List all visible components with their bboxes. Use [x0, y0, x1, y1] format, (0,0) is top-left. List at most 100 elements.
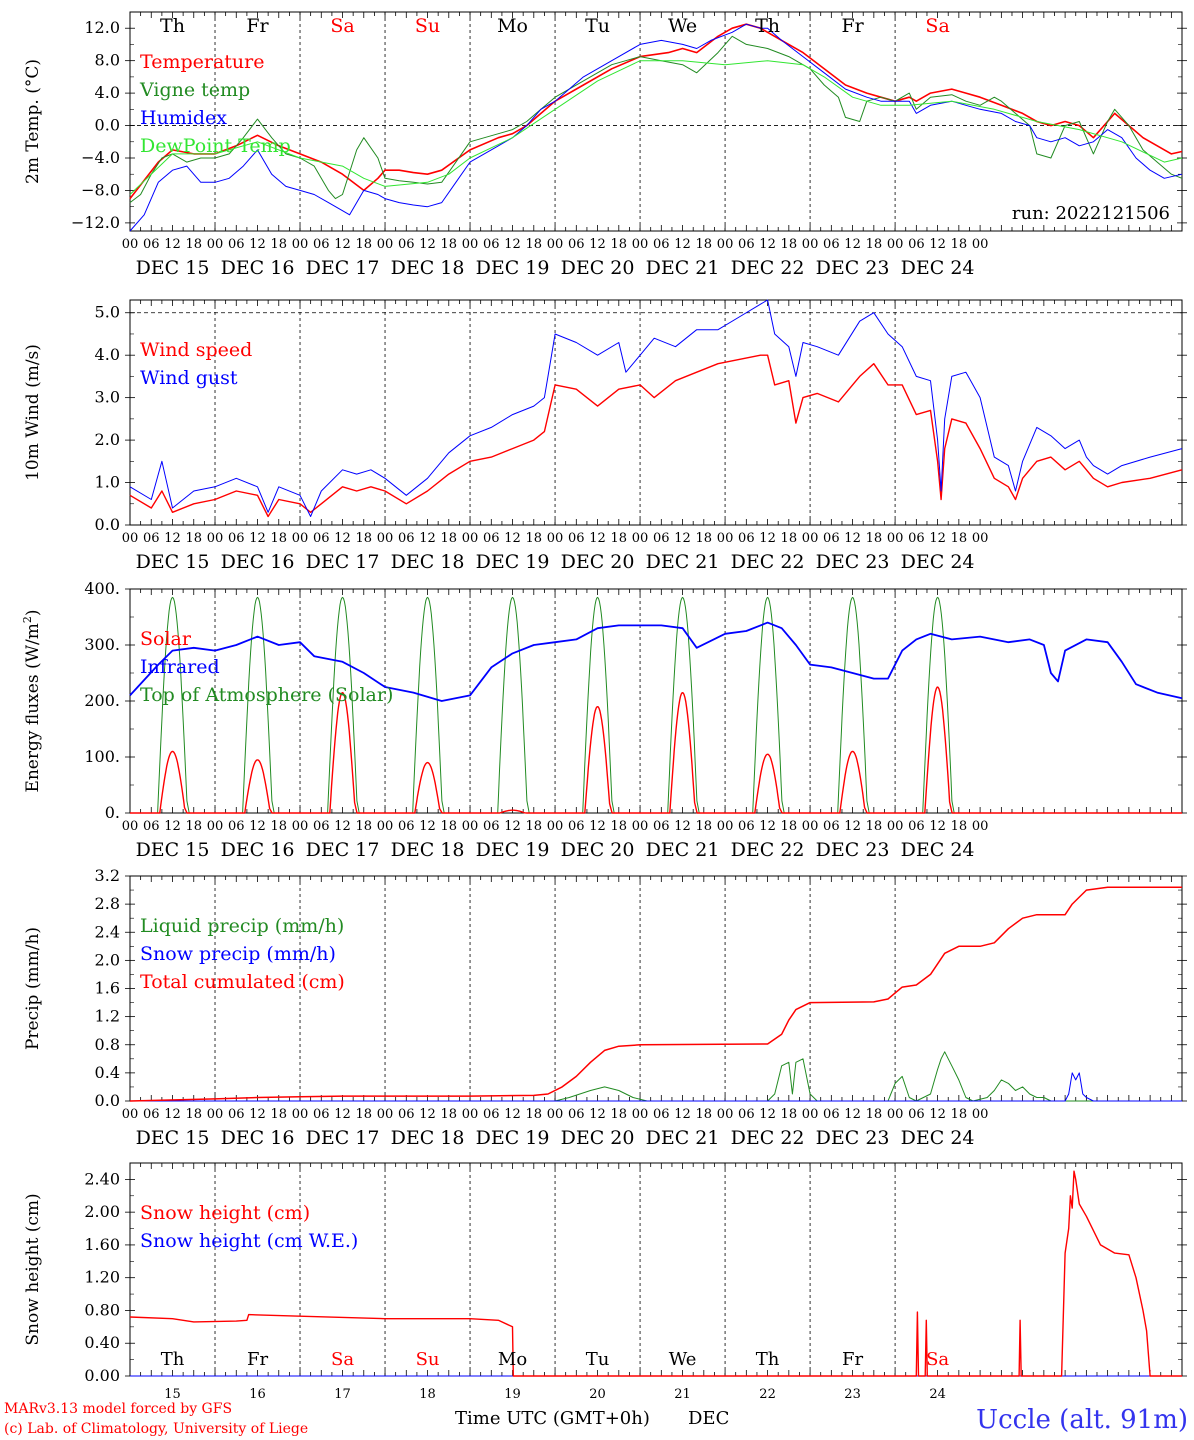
- hour-tick-label: 00: [887, 819, 904, 834]
- y-tick-label: 400.: [84, 579, 120, 598]
- hour-tick-label: 12: [249, 1107, 266, 1122]
- hour-tick-label: 06: [823, 531, 840, 546]
- hour-tick-label: 18: [611, 531, 628, 546]
- time-axis-label: Time UTC (GMT+0h): [455, 1408, 650, 1429]
- series-line: [129, 354, 1183, 518]
- hour-tick-label: 00: [207, 1107, 224, 1122]
- hour-tick-label: 06: [143, 1107, 160, 1122]
- hour-tick-label: 18: [696, 819, 713, 834]
- hour-tick-label: 12: [674, 819, 691, 834]
- hour-tick-label: 06: [738, 531, 755, 546]
- day-number-label: 17: [334, 1387, 351, 1402]
- y-tick-label: 5.0: [95, 303, 120, 322]
- hour-tick-label: 06: [568, 531, 585, 546]
- hour-tick-label: 18: [951, 819, 968, 834]
- weekday-label: Tu: [586, 1349, 610, 1370]
- hour-tick-label: 18: [696, 531, 713, 546]
- y-tick-label: −4.0: [81, 148, 120, 167]
- day-number-label: 20: [589, 1387, 606, 1402]
- hour-tick-label: 06: [908, 1107, 925, 1122]
- weekday-label: Th: [755, 15, 780, 37]
- hour-tick-label: 00: [802, 819, 819, 834]
- hour-tick-label: 12: [929, 531, 946, 546]
- hour-tick-label: 06: [568, 237, 585, 252]
- day-number-label: 18: [419, 1387, 436, 1402]
- legend-entry: Infrared: [140, 656, 220, 678]
- series-line: [129, 886, 1182, 1102]
- hour-tick-label: 12: [334, 1107, 351, 1122]
- legend-entry: Temperature: [140, 51, 264, 73]
- hour-tick-label: 18: [526, 819, 543, 834]
- hour-tick-label: 00: [207, 531, 224, 546]
- hour-tick-label: 18: [185, 819, 202, 834]
- hour-tick-label: 00: [717, 819, 734, 834]
- hour-tick-label: 06: [228, 819, 245, 834]
- y-axis-label: Precip (mm/h): [23, 927, 43, 1050]
- hour-tick-label: 00: [887, 237, 904, 252]
- weekday-label: Su: [415, 15, 440, 37]
- y-tick-label: 1.60: [84, 1235, 120, 1254]
- hour-tick-label: 06: [908, 819, 925, 834]
- y-tick-label: 1.6: [95, 979, 120, 998]
- date-label: DEC 15: [136, 551, 210, 573]
- series-line: [129, 35, 1183, 203]
- hour-tick-label: 18: [441, 531, 458, 546]
- date-label: DEC 24: [901, 839, 975, 861]
- series-line: [129, 299, 1183, 517]
- hour-tick-label: 18: [441, 1107, 458, 1122]
- hour-tick-label: 06: [313, 1107, 330, 1122]
- hour-tick-label: 06: [228, 531, 245, 546]
- hour-tick-label: 00: [462, 819, 479, 834]
- y-tick-label: −12.0: [71, 213, 120, 232]
- hour-tick-label: 18: [356, 531, 373, 546]
- legend-entry: Vigne temp: [139, 79, 250, 101]
- hour-tick-label: 06: [398, 819, 415, 834]
- hour-tick-label: 12: [589, 237, 606, 252]
- hour-tick-label: 18: [866, 1107, 883, 1122]
- y-tick-label: 100.: [84, 747, 120, 766]
- hour-tick-label: 00: [547, 1107, 564, 1122]
- legend-entry: Solar: [140, 628, 192, 650]
- hour-tick-label: 12: [334, 819, 351, 834]
- hour-tick-label: 00: [972, 819, 989, 834]
- hour-tick-label: 12: [929, 237, 946, 252]
- y-tick-label: 2.0: [95, 430, 120, 449]
- month-label: DEC: [688, 1408, 729, 1429]
- weekday-label: Sa: [926, 1349, 949, 1370]
- hour-tick-label: 06: [568, 1107, 585, 1122]
- legend-entry: Top of Atmosphere (Solar): [140, 684, 393, 706]
- series-line: [129, 1170, 1182, 1377]
- hour-tick-label: 06: [398, 237, 415, 252]
- weekday-label: Sa: [925, 15, 949, 37]
- hour-tick-label: 12: [164, 1107, 181, 1122]
- hour-tick-label: 00: [972, 1107, 989, 1122]
- hour-tick-label: 00: [207, 237, 224, 252]
- y-axis-label: Energy fluxes (W/m2): [21, 609, 43, 792]
- date-label: DEC 16: [221, 839, 295, 861]
- weekday-label: Fr: [246, 15, 269, 37]
- series-line: [130, 1072, 1182, 1102]
- hour-tick-label: 00: [972, 531, 989, 546]
- hour-tick-label: 12: [249, 819, 266, 834]
- hour-tick-label: 00: [717, 531, 734, 546]
- panel-temp: −12.0 −8.0 −4.0 0.0 4.0 8.0 12.0 2m Temp. (°C) T…: [23, 11, 1187, 279]
- hour-tick-label: 18: [866, 531, 883, 546]
- date-label: DEC 21: [646, 1127, 720, 1149]
- hour-tick-label: 12: [419, 819, 436, 834]
- y-tick-label: 2.8: [95, 894, 120, 913]
- hour-tick-label: 18: [526, 1107, 543, 1122]
- weekday-label: Sa: [331, 1349, 354, 1370]
- panel-snow: 0.00 0.40 0.80 1.20 1.60 2.00 2.40 Snow height …: [23, 1162, 1187, 1402]
- panel-wind: 0.0 1.0 2.0 3.0 4.0 5.0 10m Wind (m/s) Wind spe…: [23, 299, 1187, 573]
- legend-entry: Humidex: [140, 107, 227, 129]
- date-label: DEC 21: [646, 257, 720, 279]
- hour-tick-label: 12: [929, 819, 946, 834]
- y-tick-label: 0.0: [95, 116, 120, 135]
- date-label: DEC 18: [391, 1127, 465, 1149]
- date-label: DEC 16: [221, 257, 295, 279]
- series-line: [129, 23, 1183, 200]
- hour-tick-label: 18: [356, 819, 373, 834]
- hour-tick-label: 18: [526, 531, 543, 546]
- weekday-label: Th: [160, 15, 185, 37]
- hour-tick-label: 12: [249, 237, 266, 252]
